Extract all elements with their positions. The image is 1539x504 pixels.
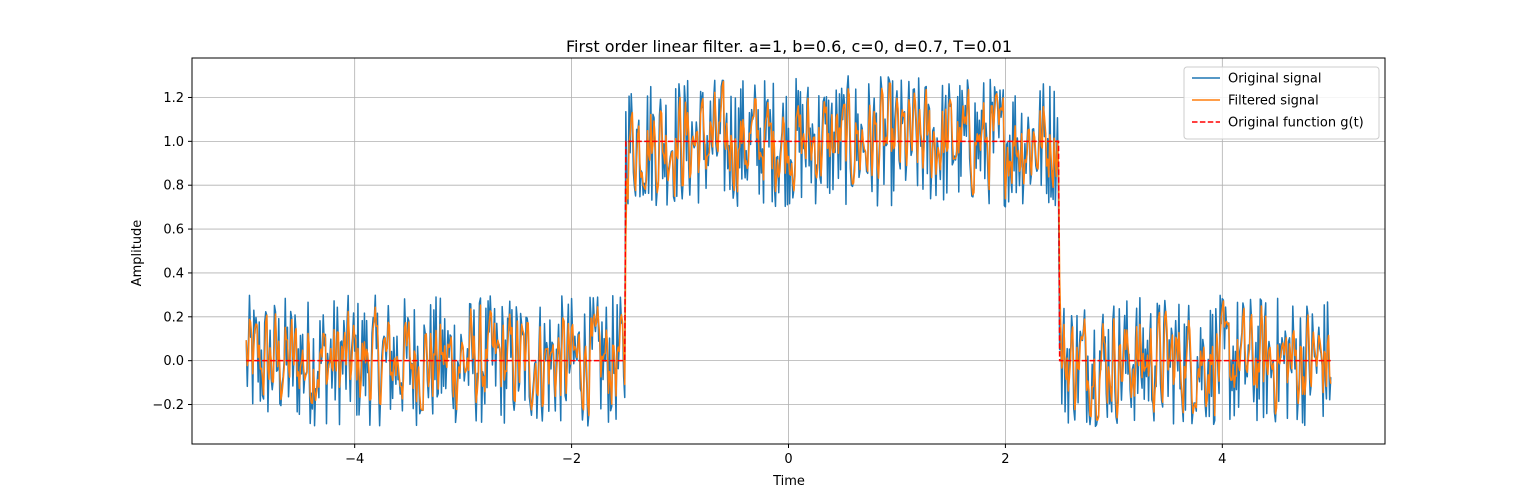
y-tick-label: 0.4	[163, 266, 184, 281]
y-tick-label: −0.2	[152, 398, 184, 413]
x-axis-label: Time	[772, 474, 805, 489]
x-tick-label: −4	[345, 452, 364, 467]
y-tick-label: 0.8	[163, 179, 184, 194]
x-tick-label: 4	[1218, 452, 1226, 467]
legend: Original signal Filtered signal Original f…	[1183, 66, 1380, 140]
x-tick-label: 2	[1001, 452, 1009, 467]
y-tick-label: 1.0	[163, 135, 184, 150]
series-filtered-signal	[245, 80, 1332, 421]
y-tick-label: 1.2	[163, 91, 184, 106]
chart-title: First order linear filter. a=1, b=0.6, c…	[566, 37, 1012, 56]
legend-box	[1183, 66, 1380, 140]
series-original-function	[246, 140, 1331, 362]
legend-entry: Original function g(t)	[1228, 116, 1364, 131]
tick-layer: −4 −2 0 2 4 −0.2 0.0 0.2 0.4 0.6 0.8 1.0 1.2	[152, 91, 1226, 467]
x-tick-label: −2	[562, 452, 581, 467]
y-axis-label: Amplitude	[130, 220, 145, 287]
series-layer	[245, 75, 1332, 428]
y-tick-label: 0.6	[163, 223, 184, 238]
legend-entry: Filtered signal	[1228, 94, 1319, 109]
x-tick-label: 0	[784, 452, 792, 467]
legend-entry: Original signal	[1228, 72, 1321, 87]
y-tick-label: 0.2	[163, 310, 184, 325]
y-tick-label: 0.0	[163, 354, 184, 369]
